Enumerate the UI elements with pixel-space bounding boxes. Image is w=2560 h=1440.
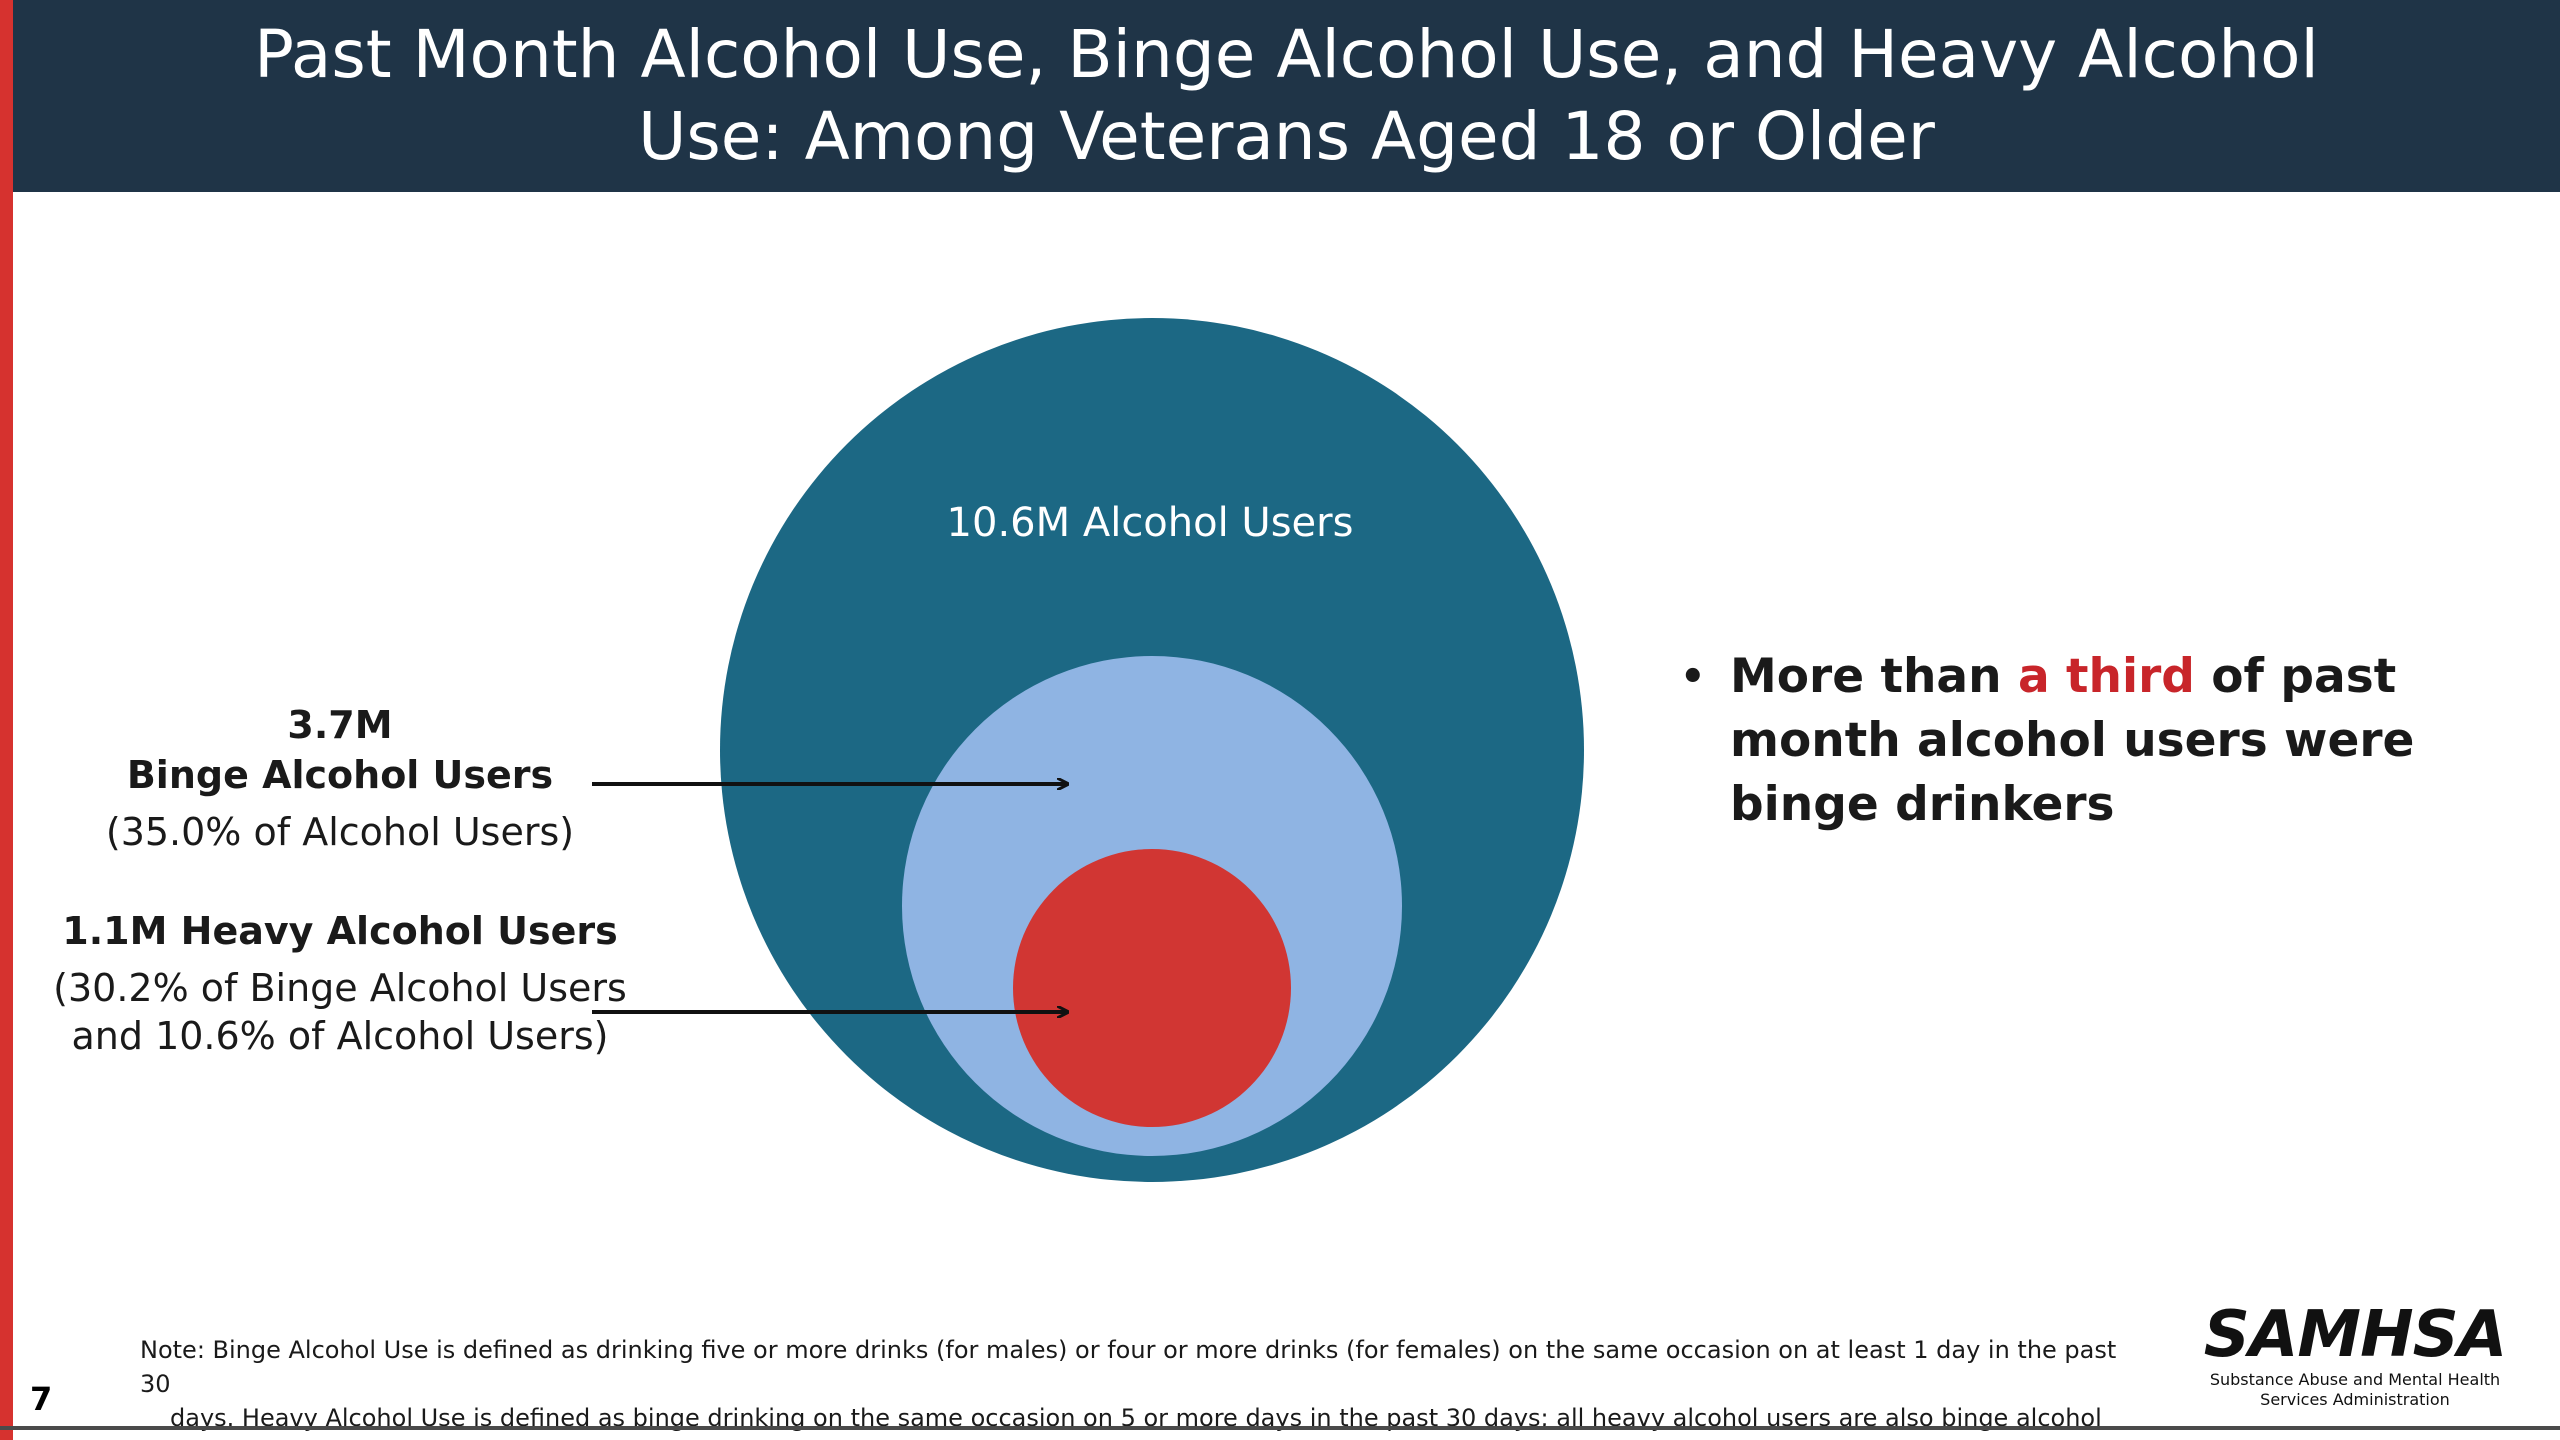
bottom-rule bbox=[0, 1426, 2560, 1430]
binge-count: 3.7M bbox=[287, 703, 393, 747]
alcohol-users-label: 10.6M Alcohol Users bbox=[946, 500, 1354, 546]
key-finding-rest: of past month alcohol users were binge d… bbox=[1730, 649, 2415, 832]
samhsa-logo: SAMHSA Substance Abuse and Mental Health… bbox=[2190, 1300, 2520, 1410]
slide-title: Past Month Alcohol Use, Binge Alcohol Us… bbox=[254, 16, 2319, 175]
heavy-annotation: 1.1M Heavy Alcohol Users (30.2% of Binge… bbox=[40, 906, 640, 1060]
binge-annotation: 3.7M Binge Alcohol Users (35.0% of Alcoh… bbox=[60, 700, 620, 856]
heavy-users-circle bbox=[1013, 849, 1291, 1127]
logo-tagline-2: Services Administration bbox=[2260, 1390, 2450, 1409]
binge-percent: (35.0% of Alcohol Users) bbox=[105, 810, 575, 854]
heavy-percent: (30.2% of Binge Alcohol Users and 10.6% … bbox=[53, 966, 627, 1058]
key-finding-highlight: a third bbox=[2017, 649, 2195, 704]
binge-label: Binge Alcohol Users bbox=[126, 753, 554, 797]
footnote-line-2: days. Heavy Alcohol Use is defined as bi… bbox=[170, 1404, 2102, 1440]
key-finding-bullet: • More than a third of past month alcoho… bbox=[1680, 645, 2440, 837]
logo-wordmark: SAMHSA bbox=[2203, 1298, 2508, 1372]
left-accent-bar bbox=[0, 0, 13, 1440]
bullet-dot-icon: • bbox=[1680, 654, 1706, 700]
logo-tagline-1: Substance Abuse and Mental Health bbox=[2209, 1370, 2501, 1389]
key-finding-lead: More than bbox=[1730, 649, 2018, 704]
footnote-line-1: Note: Binge Alcohol Use is defined as dr… bbox=[140, 1336, 2117, 1398]
key-finding-text: More than a third of past month alcohol … bbox=[1730, 645, 2440, 837]
page-number: 7 bbox=[30, 1380, 53, 1418]
heavy-label: 1.1M Heavy Alcohol Users bbox=[62, 909, 618, 953]
title-bar: Past Month Alcohol Use, Binge Alcohol Us… bbox=[13, 0, 2560, 192]
footnote: Note: Binge Alcohol Use is defined as dr… bbox=[140, 1333, 2140, 1440]
